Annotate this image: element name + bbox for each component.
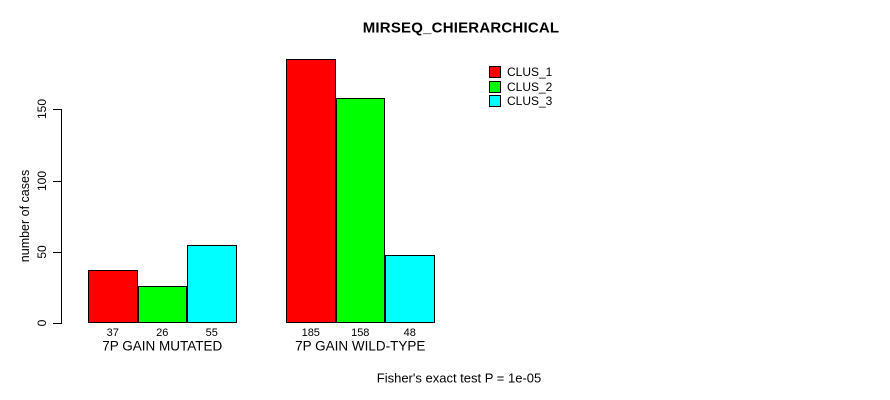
chart-title: MIRSEQ_CHIERARCHICAL — [362, 19, 560, 37]
footnote-text: Fisher's exact test P = 1e-05 — [376, 370, 542, 386]
y-tick-label: 100 — [35, 170, 49, 191]
bar-value-label: 26 — [156, 327, 169, 339]
legend-row: CLUS_1 — [489, 66, 552, 78]
y-tick-label: 50 — [35, 245, 49, 259]
category-label: 7P GAIN MUTATED — [102, 338, 223, 354]
bar-value-label: 37 — [106, 327, 119, 339]
legend-row: CLUS_3 — [489, 95, 552, 107]
bar-CLUS_2 — [335, 97, 385, 323]
legend-label: CLUS_2 — [507, 79, 553, 94]
bar-CLUS_3 — [385, 254, 435, 323]
bar-CLUS_2 — [137, 285, 187, 323]
y-tick-mark — [53, 323, 61, 324]
legend-swatch-CLUS_2 — [489, 80, 501, 93]
y-tick-mark — [53, 180, 61, 182]
legend: CLUS_1 CLUS_2 CLUS_3 — [489, 66, 552, 110]
y-tick-label: 150 — [35, 99, 49, 120]
bar-CLUS_1 — [286, 59, 336, 323]
y-axis-line — [61, 109, 62, 324]
y-tick-label: 0 — [35, 319, 49, 327]
y-tick-mark — [53, 109, 61, 111]
bar-CLUS_1 — [88, 270, 138, 323]
legend-swatch-CLUS_1 — [489, 66, 501, 78]
legend-label: CLUS_3 — [507, 94, 553, 108]
bar-value-label: 55 — [205, 327, 218, 339]
bar-value-label: 48 — [403, 327, 416, 339]
y-tick-mark — [53, 251, 61, 253]
bar-value-label: 185 — [301, 327, 320, 339]
category-label: 7P GAIN WILD-TYPE — [295, 338, 426, 354]
legend-swatch-CLUS_3 — [489, 95, 501, 107]
y-axis-label: number of cases — [18, 169, 32, 263]
bar-CLUS_3 — [187, 244, 237, 323]
legend-label: CLUS_1 — [507, 65, 553, 79]
legend-row: CLUS_2 — [489, 79, 553, 94]
bar-value-label: 158 — [351, 327, 370, 339]
